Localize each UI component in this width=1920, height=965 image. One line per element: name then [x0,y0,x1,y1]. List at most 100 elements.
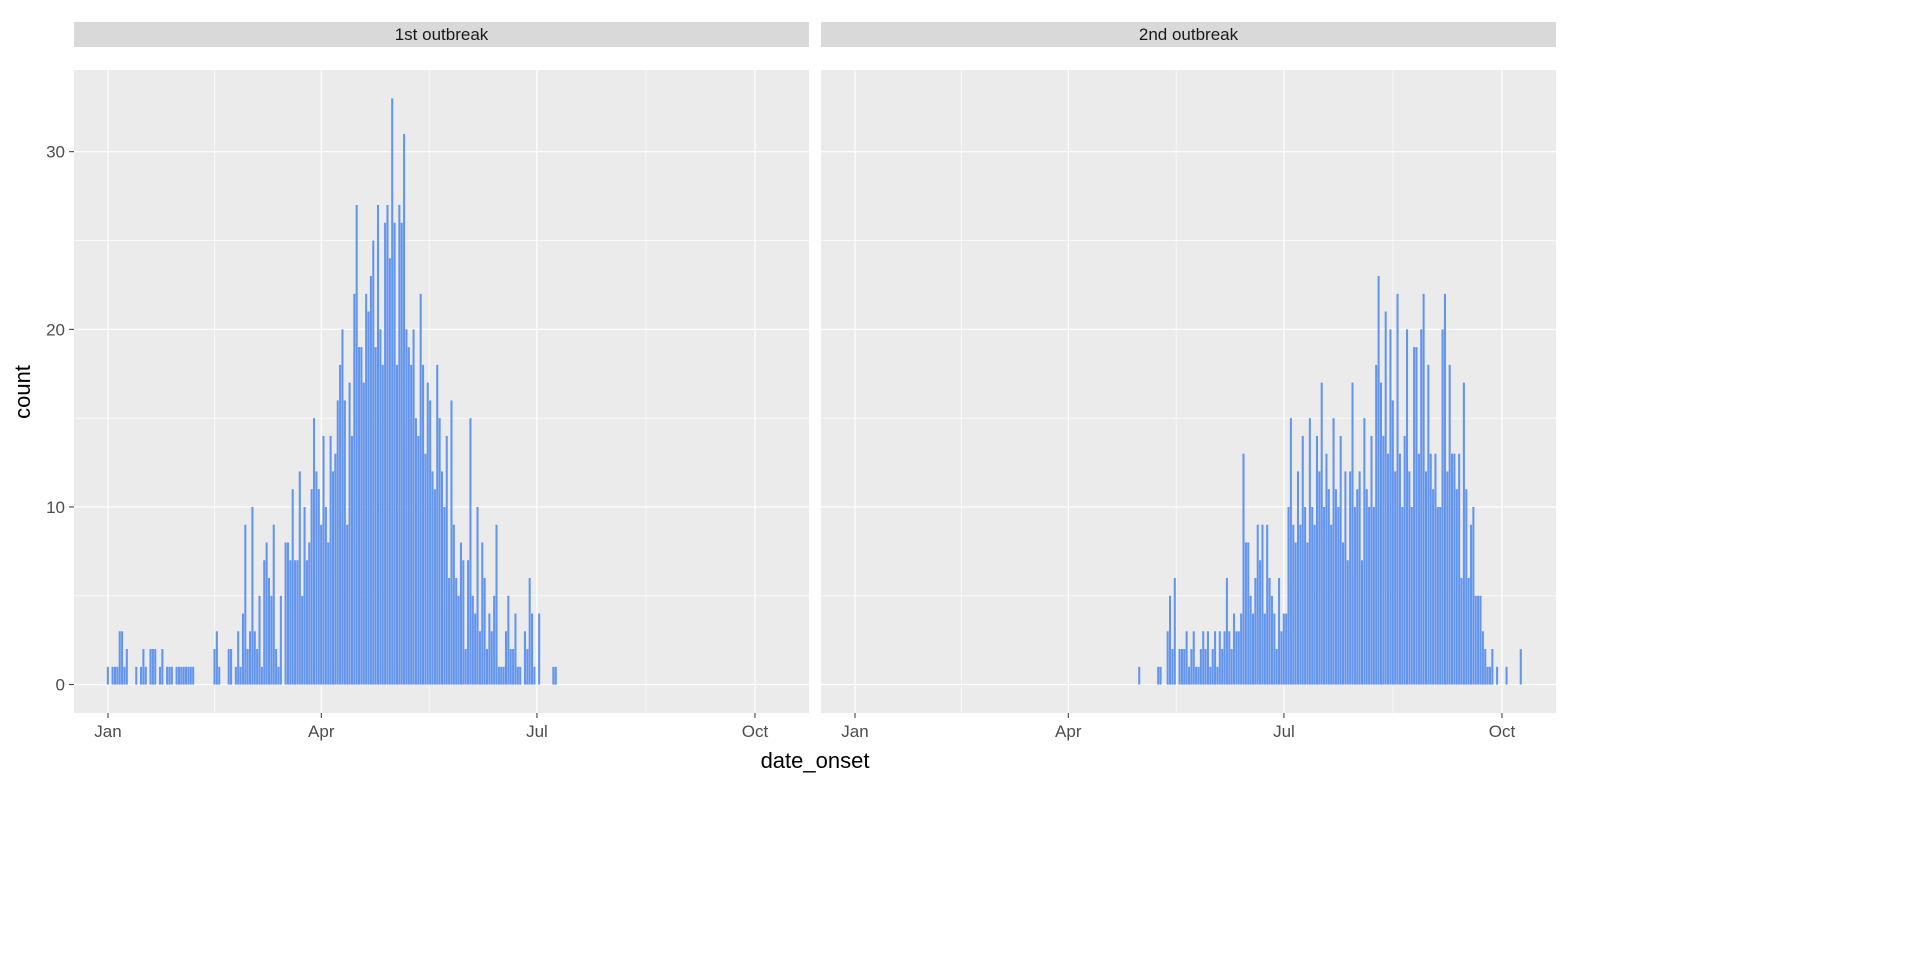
histogram-bar [1180,649,1183,685]
histogram-bar [533,666,536,685]
histogram-bar [336,400,339,685]
histogram-bar [1413,347,1416,685]
histogram-bar [312,418,316,685]
histogram-bar [469,418,472,685]
y-tick-label: 20 [46,320,65,339]
facet-strip [74,22,809,47]
histogram-bar [1448,364,1451,685]
histogram-bar [367,311,370,685]
histogram-bar [234,666,237,685]
histogram-bar [1360,560,1364,685]
histogram-bar [263,560,266,685]
histogram-bar [1299,524,1302,685]
histogram-bar [1363,418,1366,685]
histogram-bar [1214,631,1217,685]
facet-panel: 1st outbreak Jan Apr Jul Oct 0 10 20 30 [46,22,809,741]
histogram-bar [1358,471,1361,685]
histogram-bar [1377,276,1380,685]
histogram-bar [358,347,361,685]
histogram-bar [497,666,500,685]
histogram-bar [459,542,462,685]
histogram-bar [185,666,188,685]
histogram-bar [125,649,128,685]
histogram-bar [310,489,313,685]
histogram-bar [407,347,410,685]
histogram-bar [1185,631,1188,685]
histogram-bar [1410,506,1413,685]
histogram-bar [277,666,280,685]
facet-strip [821,22,1556,47]
histogram-bar [365,293,368,685]
histogram-bar [1488,666,1492,685]
histogram-bar [265,542,268,685]
histogram-bar [149,649,152,685]
histogram-bar [462,560,465,685]
histogram-bar [369,276,372,685]
histogram-bar [1304,506,1307,685]
histogram-bar [485,649,489,685]
histogram-bar [251,506,254,685]
histogram-bar [1166,631,1169,685]
histogram-bar [1372,506,1375,685]
histogram-bar [1173,578,1176,685]
histogram-bar [258,595,261,685]
histogram-bar [538,613,541,685]
x-tick-label: Jul [1273,722,1295,741]
histogram-bar [1422,293,1425,685]
histogram-bar [376,204,380,685]
histogram-bar [1232,613,1236,685]
histogram-bar [450,400,453,685]
facet-strip-label: 1st outbreak [395,25,489,44]
histogram-bar [516,666,519,685]
histogram-bar [467,560,470,685]
histogram-bar [230,649,233,685]
histogram-bar [1469,524,1473,685]
histogram-bar [457,595,460,685]
histogram-bar [1195,666,1198,685]
histogram-bar [1278,578,1281,685]
histogram-bar [1306,542,1309,685]
histogram-bar [1439,506,1442,685]
histogram-bar [1349,471,1352,685]
histogram-bar [241,613,244,685]
histogram-bar [417,435,420,685]
histogram-bar [327,542,330,685]
histogram-bar [1230,649,1233,685]
histogram-bar [1351,382,1354,685]
histogram-bar [1384,311,1387,685]
histogram-bar [320,524,323,685]
histogram-bar [1206,631,1209,685]
histogram-bar [1365,489,1368,685]
histogram-bar [1187,666,1191,685]
histogram-bar [249,631,252,685]
histogram-bar [464,649,467,685]
histogram-bar [1178,649,1181,685]
histogram-bar [1436,506,1439,685]
x-tick-label: Jul [526,722,548,741]
histogram-bar [1259,560,1262,685]
histogram-bar [279,595,282,685]
histogram-bar [1199,649,1202,685]
histogram-bar [1396,293,1399,685]
histogram-bar [438,418,441,685]
histogram-bar [445,435,448,685]
histogram-bar [355,204,358,685]
histogram-bar [1311,506,1314,685]
histogram-bar [154,649,157,685]
histogram-bar [1441,329,1444,685]
histogram-bar [1389,329,1392,685]
histogram-bar [192,666,195,685]
histogram-bar [180,666,183,685]
histogram-bar [429,400,432,685]
histogram-bar [507,595,510,685]
histogram-bar [1204,649,1207,685]
histogram-bar [339,364,342,685]
histogram-bar [1325,453,1328,685]
histogram-bar [253,631,256,685]
histogram-bar [526,649,529,685]
histogram-bar [1327,489,1330,685]
histogram-bar [1138,666,1141,685]
histogram-bar [1334,489,1337,685]
histogram-bar [495,524,498,685]
histogram-bar [151,649,154,685]
